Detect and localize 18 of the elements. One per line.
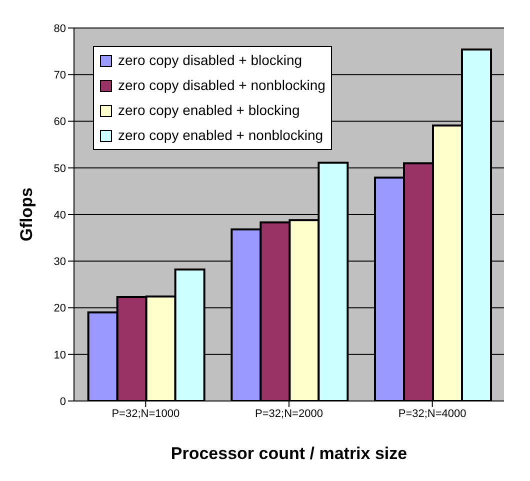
x-tick-label: P=32;N=1000 xyxy=(112,408,180,420)
y-tick-label: 40 xyxy=(54,209,66,222)
y-tick-label: 10 xyxy=(54,349,66,362)
y-tick-label: 50 xyxy=(54,162,66,175)
y-tick-label: 60 xyxy=(54,116,66,128)
y-tick-label: 0 xyxy=(60,396,66,408)
x-tick-label: P=32;N=4000 xyxy=(398,408,466,420)
legend-label: zero copy disabled + nonblocking xyxy=(118,76,326,95)
y-tick-label: 20 xyxy=(54,302,66,315)
legend-label: zero copy enabled + nonblocking xyxy=(118,126,324,145)
y-tick-label: 80 xyxy=(54,22,66,35)
y-tick-label: 70 xyxy=(54,70,66,82)
legend-label: zero copy enabled + blocking xyxy=(118,101,300,120)
legend-label: zero copy disabled + blocking xyxy=(118,51,302,70)
y-axis-title: Gflops xyxy=(17,188,36,242)
x-axis-title: Processor count / matrix size xyxy=(170,444,408,463)
x-tick-label: P=32;N=2000 xyxy=(255,408,323,420)
y-tick-label: 30 xyxy=(54,256,66,268)
